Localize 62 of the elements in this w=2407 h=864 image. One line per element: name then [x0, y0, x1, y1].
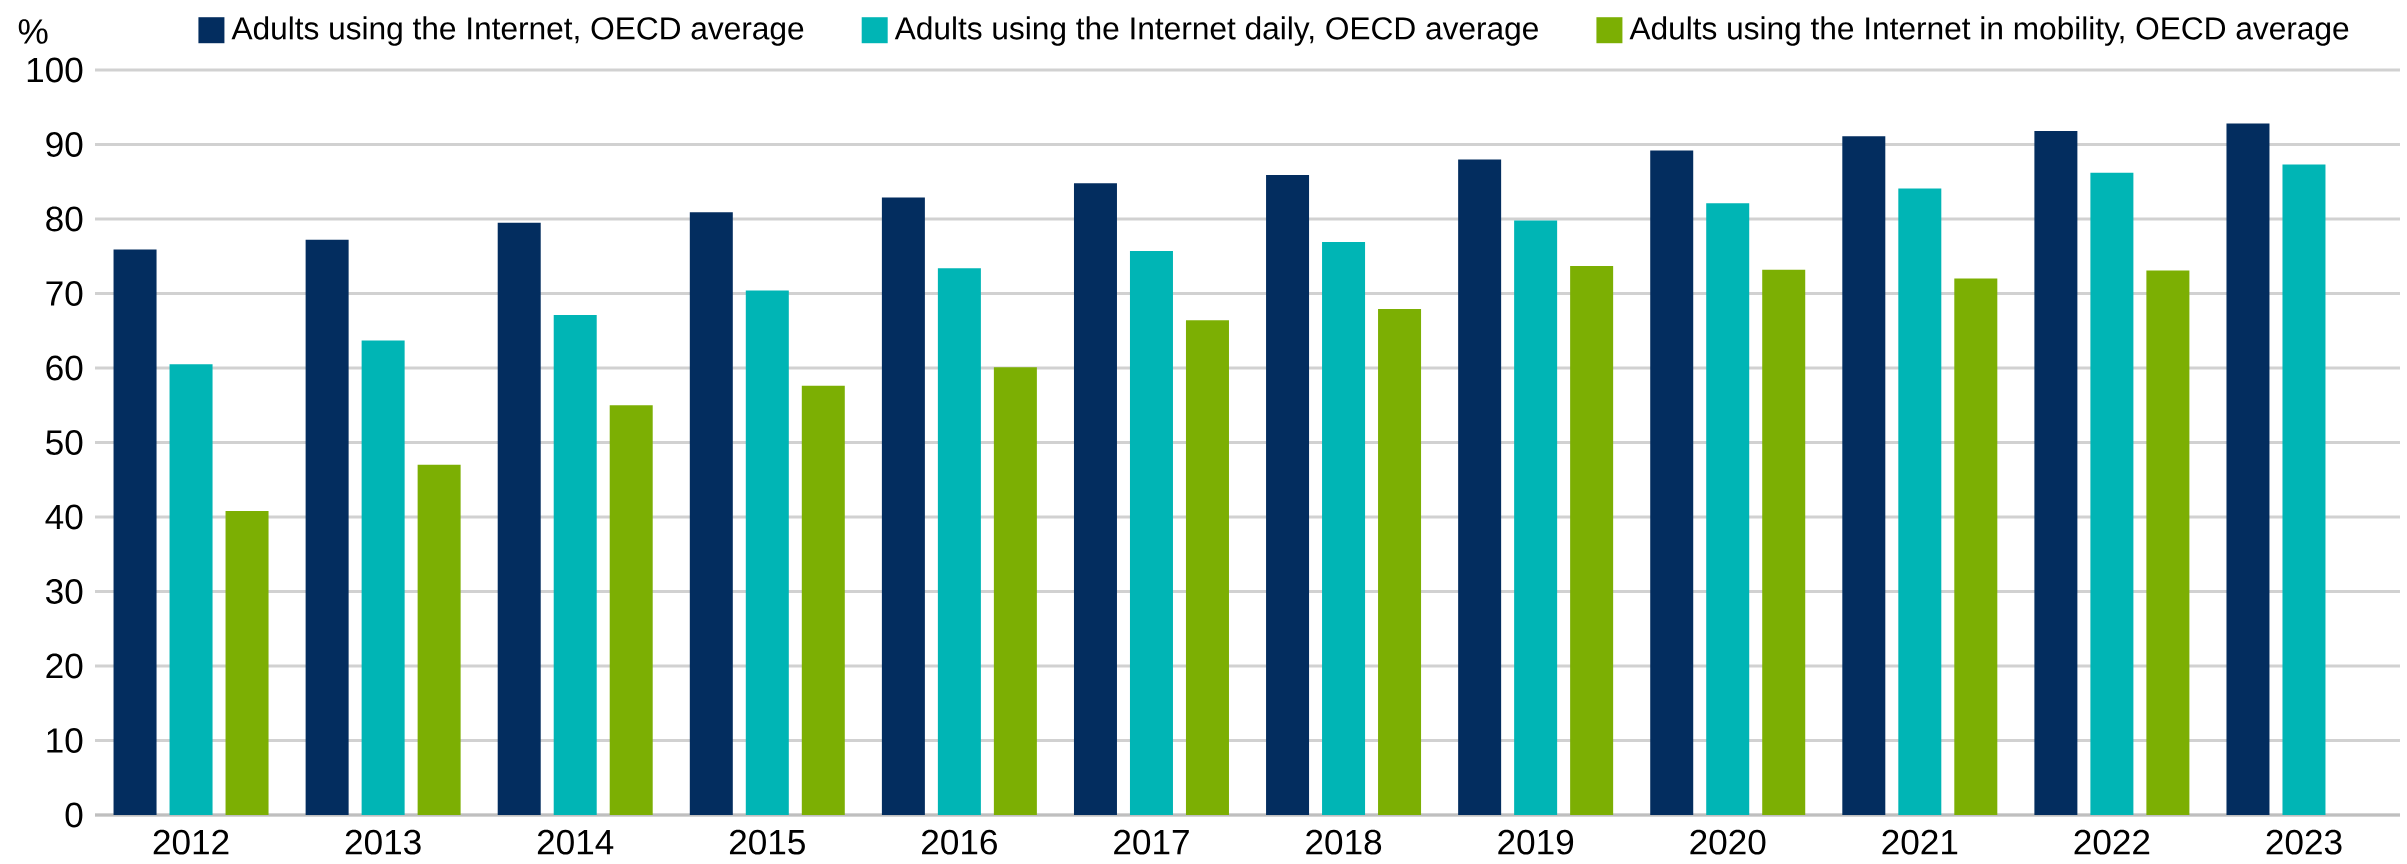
- x-tick-label: 2018: [1306, 829, 1382, 855]
- legend-label: Adults using the Internet daily, OECD average: [894, 16, 1538, 46]
- bar: [305, 239, 349, 815]
- legend-label: Adults using the Internet in mobility, OECD average: [1629, 16, 2349, 46]
- x-tick-label: 2021: [1882, 829, 1958, 855]
- x-tick-label: 2023: [2266, 829, 2342, 855]
- y-tick-label: 30: [45, 579, 83, 604]
- y-tick-label: 90: [46, 132, 83, 157]
- x-tick-label: 2022: [2074, 829, 2150, 855]
- bar: [2090, 172, 2134, 815]
- bar: [1842, 136, 1886, 815]
- bar: [1322, 242, 1366, 815]
- bar: [1185, 320, 1229, 815]
- bar: [361, 340, 405, 815]
- bar: [2226, 123, 2270, 815]
- x-tick-label: 2019: [1498, 829, 1574, 855]
- x-tick-label: 2020: [1690, 829, 1766, 855]
- bar: [745, 290, 789, 815]
- bar: [1378, 309, 1422, 815]
- bar: [1954, 278, 1998, 815]
- bar: [2282, 164, 2326, 815]
- bar: [1570, 265, 1614, 815]
- y-tick-label: 10: [47, 728, 83, 753]
- bar: [609, 405, 653, 815]
- bar: [1898, 188, 1942, 815]
- bar: [2146, 270, 2190, 815]
- bar: [881, 197, 925, 815]
- x-tick-label: 2014: [537, 829, 614, 855]
- bar: [1458, 159, 1502, 815]
- y-tick-label: 20: [46, 653, 83, 679]
- bar: [1650, 150, 1694, 815]
- x-tick-label: 2013: [345, 829, 421, 855]
- x-tick-label: 2016: [922, 829, 997, 855]
- bar: [1706, 203, 1750, 815]
- bar: [937, 268, 981, 815]
- y-tick-label: 50: [46, 430, 83, 455]
- y-tick-label: 60: [46, 355, 83, 381]
- bar: [553, 315, 597, 815]
- bar: [497, 222, 541, 815]
- y-tick-label: 0: [65, 802, 83, 828]
- x-tick-label: 2012: [153, 829, 229, 855]
- y-tick-label: 70: [46, 281, 83, 306]
- y-axis-title: %: [18, 19, 48, 44]
- bar: [2034, 131, 2078, 815]
- bar: [1129, 251, 1173, 815]
- bar: [801, 385, 845, 815]
- y-tick-label: 80: [46, 206, 83, 232]
- bar: [169, 364, 213, 815]
- bar: [417, 464, 461, 815]
- bar: [1762, 269, 1806, 815]
- y-tick-label: 100: [27, 57, 83, 83]
- bar: [689, 212, 733, 815]
- bar: [225, 511, 269, 815]
- bar: [1514, 220, 1558, 815]
- bar: [113, 249, 157, 815]
- x-tick-label: 2017: [1114, 829, 1189, 855]
- y-tick-label: 40: [45, 504, 83, 530]
- bar: [1266, 175, 1310, 815]
- x-tick-label: 2015: [729, 829, 805, 855]
- bar: [1073, 183, 1117, 815]
- bar: [993, 367, 1037, 815]
- legend-label: Adults using the Internet, OECD average: [231, 16, 804, 46]
